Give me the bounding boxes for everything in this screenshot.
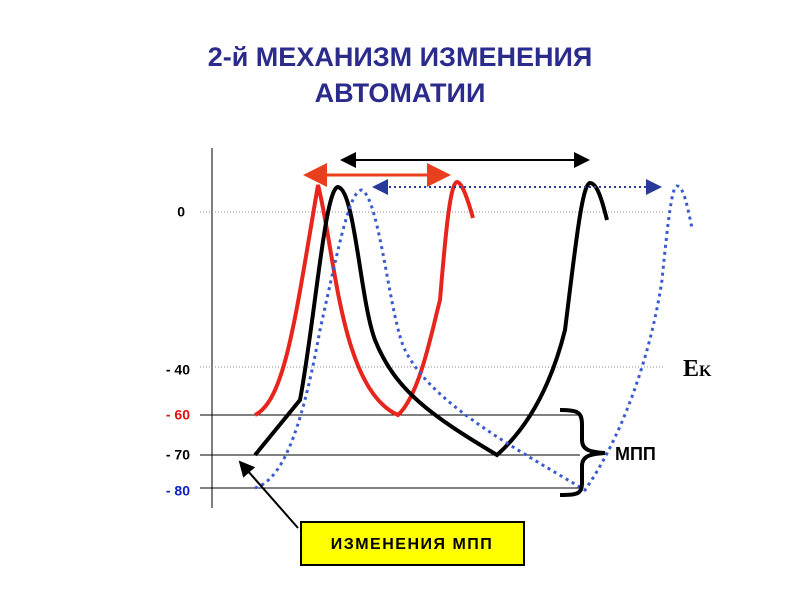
curve-black (253, 180, 609, 458)
axis-label: 0 (177, 204, 185, 220)
ek-sub: K (699, 363, 712, 380)
title-line: АВТОМАТИИ (315, 78, 486, 108)
callout-text: ИЗМЕНЕНИЯ МПП (331, 536, 494, 553)
callout-arrow (238, 460, 299, 529)
title-line: 2-й МЕХАНИЗМ ИЗМЕНЕНИЯ (208, 42, 593, 72)
axis-label: - 70 (166, 447, 190, 463)
mpp-label: МПП (615, 444, 656, 464)
axis-label: - 60 (166, 407, 190, 423)
callout-box (300, 521, 525, 566)
brace (559, 408, 606, 497)
axis-label: - 40 (166, 362, 190, 378)
ek-label: EK (683, 356, 712, 382)
ek-main: E (683, 356, 699, 382)
axis-label: - 80 (166, 483, 190, 499)
